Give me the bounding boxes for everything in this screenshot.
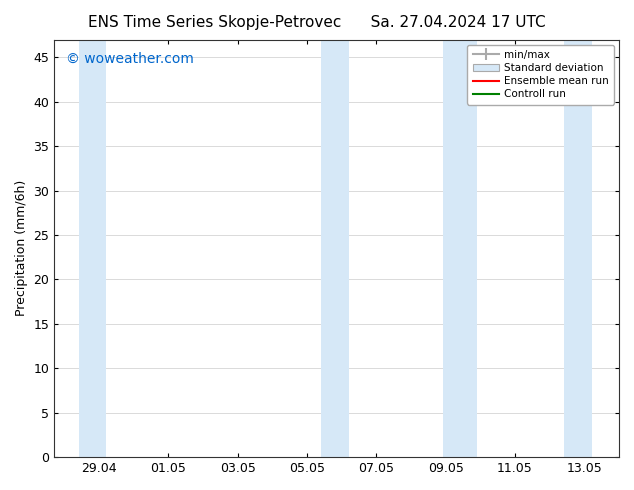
Bar [564,40,592,457]
Text: ENS Time Series Skopje-Petrovec      Sa. 27.04.2024 17 UTC: ENS Time Series Skopje-Petrovec Sa. 27.0… [88,15,546,30]
Text: © woweather.com: © woweather.com [65,52,193,66]
Y-axis label: Precipitation (mm/6h): Precipitation (mm/6h) [15,180,28,317]
Bar [443,40,477,457]
Legend: min/max, Standard deviation, Ensemble mean run, Controll run: min/max, Standard deviation, Ensemble me… [467,45,614,104]
Bar [321,40,349,457]
Bar [79,40,107,457]
